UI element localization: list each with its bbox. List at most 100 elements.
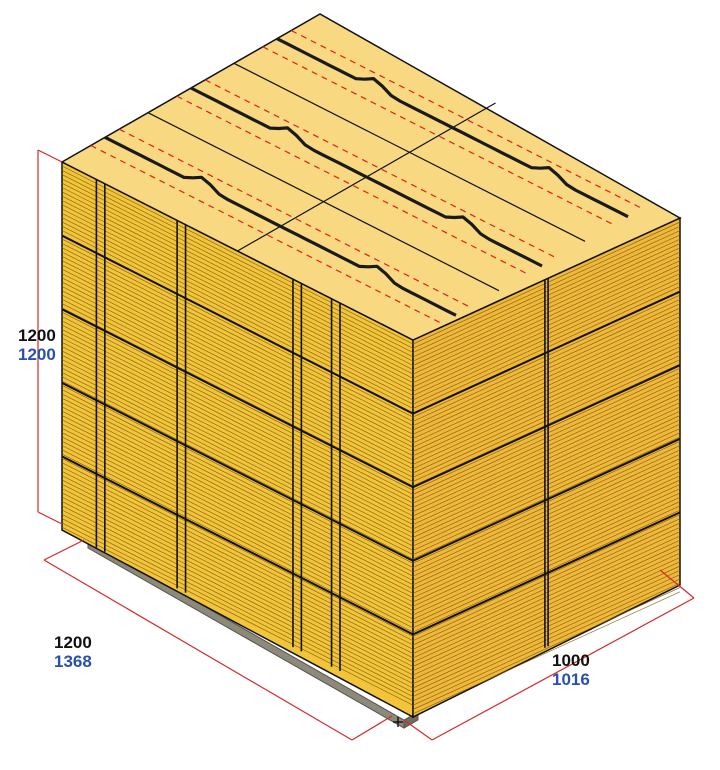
width-extension-right bbox=[659, 569, 695, 599]
side-stripe bbox=[412, 294, 681, 418]
side-stripe bbox=[412, 432, 681, 556]
side-stripe bbox=[412, 350, 681, 474]
front-stripe bbox=[61, 200, 414, 379]
side-stripe bbox=[412, 483, 681, 607]
front-stripe bbox=[61, 346, 414, 525]
side-stripe bbox=[412, 311, 681, 435]
front-stripe bbox=[61, 397, 414, 577]
side-stripe bbox=[412, 320, 681, 444]
front-stripe bbox=[61, 470, 414, 650]
front-stripe bbox=[61, 462, 414, 642]
side-stripe bbox=[412, 548, 681, 672]
side-stripe bbox=[412, 591, 681, 715]
side-stripe bbox=[412, 552, 681, 676]
front-stripe bbox=[61, 208, 414, 388]
front-stripe bbox=[61, 238, 414, 418]
front-stripe bbox=[61, 526, 414, 706]
side-stripe bbox=[412, 578, 681, 702]
layer-separator bbox=[61, 234, 681, 415]
sheet-stripes bbox=[61, 165, 681, 715]
width-extension-left bbox=[403, 719, 433, 741]
side-stripe bbox=[412, 393, 681, 517]
front-stripe bbox=[61, 324, 414, 504]
front-stripe bbox=[61, 475, 414, 654]
length-actual: 1368 bbox=[54, 652, 92, 671]
side-stripe bbox=[412, 243, 681, 366]
top-score-curve bbox=[190, 86, 543, 268]
side-stripe bbox=[412, 453, 681, 577]
top-score-curve bbox=[276, 37, 629, 219]
side-stripe bbox=[412, 380, 681, 504]
side-stripe bbox=[412, 449, 681, 573]
front-stripe bbox=[61, 367, 414, 547]
side-stripe bbox=[412, 324, 681, 448]
front-stripe bbox=[61, 479, 414, 659]
front-stripe bbox=[61, 307, 414, 487]
front-stripe bbox=[61, 337, 414, 517]
side-stripe bbox=[412, 225, 681, 349]
side-stripe bbox=[412, 385, 681, 508]
side-stripe bbox=[412, 333, 681, 457]
length-dimension-line bbox=[43, 559, 353, 741]
side-stripe bbox=[412, 514, 681, 637]
front-stripe bbox=[61, 419, 414, 599]
side-stripe bbox=[412, 587, 681, 710]
front-stripe bbox=[61, 320, 414, 500]
side-stripe bbox=[412, 440, 681, 564]
front-stripe bbox=[61, 432, 414, 611]
front-stripe bbox=[61, 363, 414, 543]
side-stripe bbox=[412, 488, 681, 611]
side-stripe bbox=[412, 574, 681, 697]
side-stripe bbox=[412, 316, 681, 439]
side-stripe bbox=[412, 496, 681, 620]
side-stripe bbox=[412, 419, 681, 543]
front-stripe bbox=[61, 436, 414, 616]
front-stripe bbox=[61, 509, 414, 689]
side-stripe bbox=[412, 475, 681, 599]
side-stripe bbox=[412, 479, 681, 603]
length-nominal: 1200 bbox=[54, 633, 92, 652]
front-stripe bbox=[61, 264, 414, 444]
front-stripe bbox=[61, 410, 414, 590]
side-stripe bbox=[412, 337, 681, 461]
side-stripe bbox=[412, 565, 681, 689]
front-stripe bbox=[61, 440, 414, 620]
side-stripe bbox=[412, 466, 681, 590]
front-stripe bbox=[61, 268, 414, 448]
front-stripe bbox=[61, 488, 414, 667]
width-dimension-label: 1000 1016 bbox=[552, 651, 590, 689]
front-stripe bbox=[61, 195, 414, 375]
carton-lines bbox=[61, 179, 681, 671]
front-stripe bbox=[61, 359, 414, 538]
front-stripe bbox=[61, 522, 414, 702]
front-stripe bbox=[61, 191, 414, 371]
front-stripe bbox=[61, 376, 414, 556]
side-stripe bbox=[412, 234, 681, 358]
side-stripe bbox=[412, 299, 681, 422]
side-stripe bbox=[412, 436, 681, 560]
front-stripe bbox=[61, 286, 414, 465]
front-stripe bbox=[61, 458, 414, 637]
side-stripe bbox=[412, 273, 681, 396]
front-stripe bbox=[61, 445, 414, 624]
front-stripe bbox=[61, 251, 414, 431]
front-stripe bbox=[61, 380, 414, 560]
front-stripe bbox=[61, 501, 414, 680]
side-stripe bbox=[412, 363, 681, 487]
side-stripe bbox=[412, 428, 681, 551]
front-stripe bbox=[61, 247, 414, 427]
side-stripe bbox=[412, 281, 681, 405]
height-extension-bottom bbox=[37, 511, 63, 525]
layer-separator bbox=[61, 455, 681, 636]
top-score-curve bbox=[104, 135, 457, 317]
front-stripe bbox=[61, 165, 414, 345]
side-stripe bbox=[412, 359, 681, 482]
front-stripe bbox=[61, 212, 414, 392]
side-stripe bbox=[412, 342, 681, 465]
front-stripe bbox=[61, 182, 414, 362]
front-stripe bbox=[61, 427, 414, 607]
side-stripe bbox=[412, 389, 681, 513]
side-stripe bbox=[412, 372, 681, 495]
side-stripe bbox=[412, 471, 681, 594]
